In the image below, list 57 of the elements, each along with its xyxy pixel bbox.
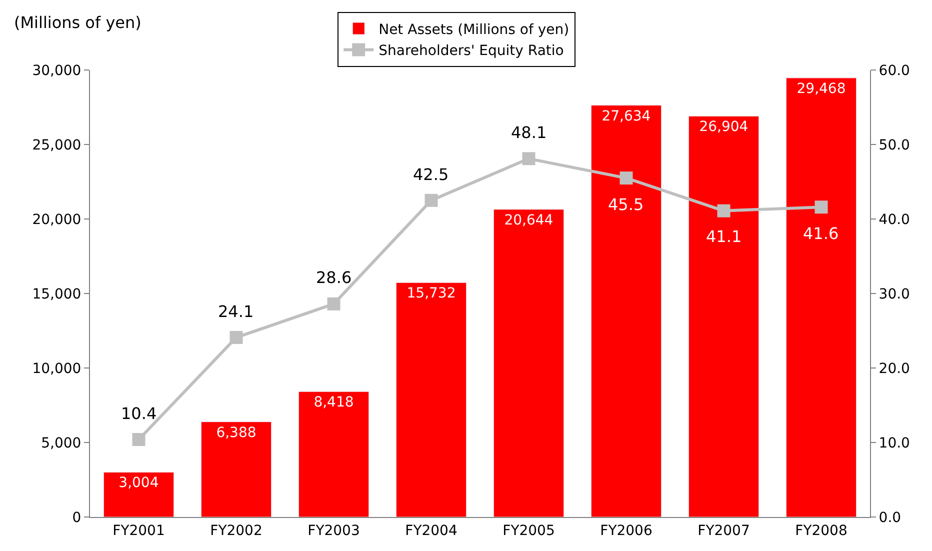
legend-label: Shareholders' Equity Ratio [378, 43, 564, 60]
bar [590, 105, 662, 517]
data-label: 48.1 [511, 123, 547, 142]
data-label: 41.6 [803, 224, 839, 243]
x-tick-label: FY2001 [112, 522, 165, 539]
y2-tick-label: 40.0 [878, 212, 910, 228]
y-tick-label: 25,000 [32, 137, 82, 154]
x-tick-label: FY2008 [795, 522, 848, 539]
data-label: 42.5 [413, 165, 449, 184]
data-label: 3,004 [118, 475, 159, 492]
point [132, 433, 146, 446]
point [717, 204, 730, 218]
y-tick-label: 10,000 [32, 360, 82, 377]
data-label: 24.1 [218, 302, 254, 321]
y-tick-label: 0 [72, 510, 82, 526]
y-tick-label: 5,000 [41, 435, 82, 452]
point [327, 297, 340, 310]
bar [103, 472, 174, 517]
y-tick-label: 15,000 [32, 286, 82, 302]
x-tick-label: FY2007 [698, 522, 750, 539]
data-label: 26,904 [699, 119, 748, 136]
y2-tick-label: 20.0 [878, 360, 910, 377]
data-label: 45.5 [608, 195, 644, 214]
bar [786, 78, 857, 517]
bar [493, 209, 564, 517]
y-tick-label: 30,000 [32, 62, 82, 79]
y-axis-title: (Millions of yen) [14, 13, 142, 32]
data-label: 20,644 [504, 212, 554, 228]
x-tick-label: FY2004 [405, 522, 458, 539]
x-tick-label: FY2006 [600, 522, 652, 539]
bar [298, 391, 370, 517]
point [230, 330, 243, 344]
y-tick-label: 20,000 [32, 212, 82, 228]
y2-tick-label: 10.0 [878, 435, 910, 452]
legend-label: Net Assets (Millions of yen) [378, 22, 570, 38]
y2-tick-label: 50.0 [878, 137, 910, 154]
data-label: 6,388 [216, 424, 256, 441]
x-tick-label: FY2002 [210, 522, 262, 539]
data-label: 10.4 [121, 404, 157, 423]
data-label: 8,418 [314, 394, 354, 411]
data-label: 29,468 [796, 80, 846, 97]
y2-tick-label: 0.0 [878, 510, 902, 526]
data-label: 27,634 [602, 108, 651, 124]
data-label: 15,732 [406, 286, 456, 302]
y2-tick-label: 60.0 [878, 62, 910, 79]
bar [688, 116, 760, 517]
data-label: 28.6 [316, 268, 352, 287]
x-tick-label: FY2003 [308, 522, 360, 539]
point [424, 194, 438, 207]
point [814, 200, 828, 214]
data-label: 41.1 [706, 227, 742, 246]
point [522, 152, 536, 166]
x-tick-label: FY2005 [502, 522, 555, 539]
bar [396, 282, 467, 517]
point [620, 172, 633, 185]
bar [200, 422, 272, 517]
y2-tick-label: 30.0 [878, 286, 910, 302]
